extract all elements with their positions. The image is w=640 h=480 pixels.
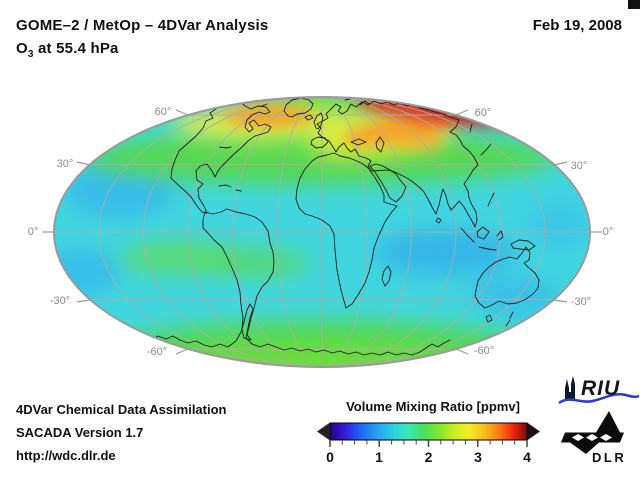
colorbar-gradient [329,422,528,441]
colorbar-tick-1: 1 [375,449,383,465]
colorbar-tick-2: 2 [424,449,433,465]
riu-cathedral-icon [565,376,575,399]
lat-label-0-left: 0° [27,226,39,238]
riu-logo [558,376,640,405]
credit-line-2: SACADA Version 1.7 [16,425,144,440]
lat-label-0-right: 0° [602,226,614,238]
page-title: GOME–2 / MetOp – 4DVar Analysis [16,17,269,34]
lat-label-60s-right: -60° [473,345,495,357]
lat-label-60s-left: -60° [146,346,168,358]
o3-subscript: 3 [27,49,34,60]
lat-label-30n-right: 30° [570,160,588,172]
riu-wave-icon [558,393,640,405]
pressure-level: at 55.4 hPa [33,40,119,57]
lat-label-60n-right: 60° [474,107,492,119]
riu-logo-text: RIU [581,377,621,400]
o3-symbol: O [16,40,28,57]
colorbar-tick-3: 3 [474,449,482,465]
coastlines [149,97,540,356]
lat-label-30s-right: -30° [570,296,592,308]
page-subtitle: O3 at 55.4 hPa [16,40,119,60]
corner-mark [628,0,640,9]
lat-label-60n-left: 60° [154,106,172,118]
colorbar-right-arrow [527,422,540,441]
colorbar-title: Volume Mixing Ratio [ppmv] [346,399,520,414]
latitude-ticks [42,109,602,355]
dlr-logo-icon [561,411,624,454]
lat-label-30n-left: 30° [56,158,74,170]
colorbar-tick-4: 4 [523,449,531,465]
date-label: Feb 19, 2008 [532,17,622,34]
colorbar-tick-0: 0 [326,449,334,465]
colorbar [317,422,540,447]
colorbar-left-arrow [317,422,330,441]
lat-label-30s-left: -30° [49,295,71,307]
dlr-logo-text: DLR [592,450,627,465]
credit-line-1: 4DVar Chemical Data Assimilation [16,402,227,417]
colorbar-ticks [329,440,528,447]
credit-url: http://wdc.dlr.de [16,448,116,463]
ozone-field [54,97,590,367]
